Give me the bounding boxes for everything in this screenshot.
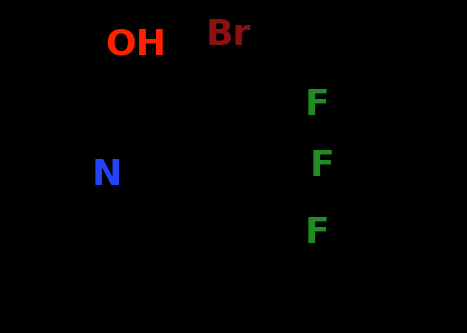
Text: N: N (92, 158, 122, 192)
Text: F: F (305, 216, 330, 250)
Text: F: F (310, 150, 335, 183)
Text: OH: OH (105, 28, 166, 62)
Text: F: F (305, 88, 330, 122)
Text: Br: Br (205, 18, 251, 52)
